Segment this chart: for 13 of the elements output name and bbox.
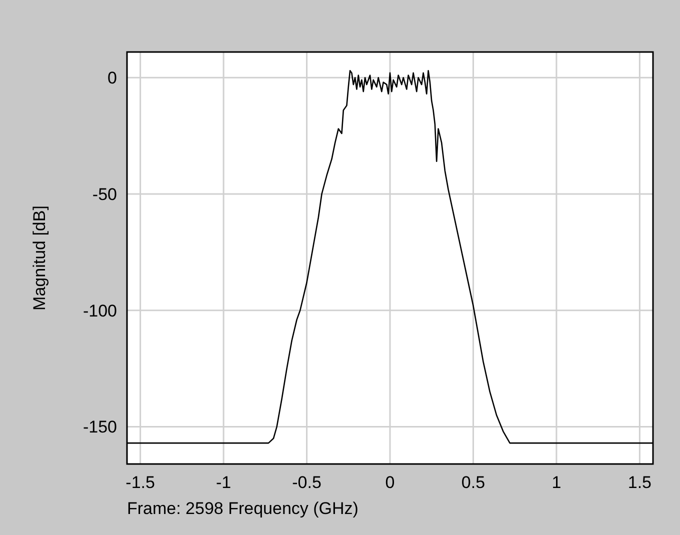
x-tick-label: 0.5 [461,473,486,492]
x-tick-label: 0 [385,473,395,492]
y-axis-title: Magnitud [dB] [30,206,49,310]
x-tick-label: 1.5 [628,473,652,492]
y-tick-label: -50 [92,184,117,204]
x-tick-label: 1 [552,473,562,492]
y-tick-label: -100 [82,301,117,320]
x-tick-label: -0.5 [292,473,322,492]
x-tick-label: -1.5 [126,473,155,492]
x-tick-label: -1 [216,473,232,492]
y-tick-label: -150 [82,418,117,437]
x-axis-title: Frame: 2598 Frequency (GHz) [127,499,358,518]
y-tick-label: 0 [108,68,117,88]
